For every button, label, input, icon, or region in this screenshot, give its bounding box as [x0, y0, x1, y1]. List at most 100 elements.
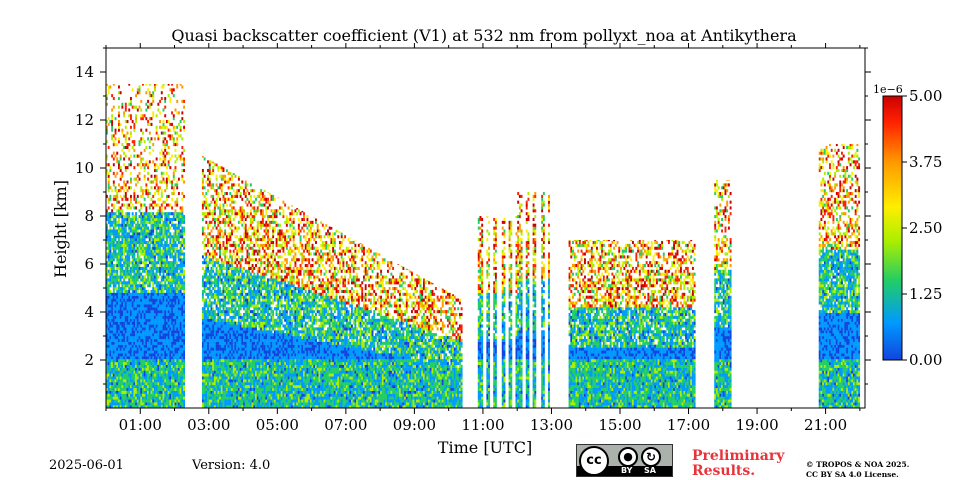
heatmap-cell — [119, 382, 122, 386]
heatmap-cell — [159, 384, 162, 389]
heatmap-cell — [177, 333, 180, 337]
heatmap-cell — [210, 382, 213, 386]
heatmap-cell — [136, 275, 139, 279]
heatmap-cell — [231, 333, 233, 337]
heatmap-cell — [155, 243, 158, 247]
heatmap-cell — [165, 310, 168, 314]
heatmap-cell — [167, 249, 170, 253]
heatmap-cell — [128, 269, 131, 273]
heatmap-cell — [112, 310, 115, 314]
heatmap-cell — [124, 226, 127, 230]
heatmap-cell — [176, 330, 179, 334]
heatmap-cell — [159, 298, 162, 302]
heatmap-cell — [179, 128, 182, 132]
heatmap-cell — [135, 246, 138, 250]
heatmap-cell — [167, 266, 170, 270]
heatmap-cell — [159, 289, 162, 293]
heatmap-cell — [153, 255, 156, 259]
heatmap-cell — [169, 122, 172, 126]
heatmap-cell — [157, 312, 160, 317]
heatmap-cell — [203, 333, 206, 337]
heatmap-cell — [165, 264, 168, 268]
heatmap-cell — [177, 402, 180, 406]
heatmap-cell — [111, 367, 114, 371]
heatmap-cell — [147, 243, 150, 247]
heatmap-cell — [171, 292, 174, 296]
heatmap-cell — [162, 289, 165, 293]
heatmap-cell — [135, 249, 138, 253]
heatmap-cell — [109, 120, 112, 124]
heatmap-cell — [155, 356, 158, 360]
heatmap-cell — [109, 197, 112, 201]
heatmap-cell — [160, 289, 163, 293]
heatmap-cell — [145, 220, 148, 224]
heatmap-cell — [124, 194, 127, 198]
heatmap-cell — [150, 298, 153, 302]
heatmap-cell — [114, 370, 117, 374]
heatmap-cell — [183, 393, 186, 397]
heatmap-cell — [141, 235, 144, 239]
heatmap-cell — [220, 359, 223, 363]
heatmap-cell — [162, 108, 165, 112]
heatmap-cell — [155, 361, 158, 365]
heatmap-cell — [205, 324, 208, 328]
heatmap-cell — [124, 217, 127, 221]
heatmap-cell — [143, 387, 146, 391]
heatmap-cell — [145, 333, 148, 337]
heatmap-cell — [229, 292, 232, 296]
heatmap-cell — [116, 252, 119, 256]
heatmap-cell — [124, 264, 127, 268]
heatmap-cell — [232, 402, 235, 406]
heatmap-cell — [236, 341, 239, 345]
heatmap-cell — [165, 338, 168, 342]
heatmap-cell — [171, 261, 174, 265]
heatmap-cell — [140, 220, 143, 224]
heatmap-cell — [220, 278, 223, 282]
heatmap-cell — [210, 212, 213, 216]
heatmap-cell — [136, 315, 139, 319]
heatmap-cell — [164, 275, 167, 279]
heatmap-cell — [229, 238, 232, 242]
heatmap-cell — [116, 315, 119, 319]
heatmap-cell — [153, 238, 156, 242]
heatmap-cell — [222, 235, 225, 239]
heatmap-cell — [140, 189, 143, 193]
heatmap-cell — [135, 353, 138, 357]
heatmap-cell — [138, 387, 141, 391]
heatmap-cell — [141, 292, 144, 296]
heatmap-cell — [109, 194, 112, 198]
heatmap-cell — [157, 382, 160, 386]
heatmap-cell — [237, 341, 240, 345]
heatmap-cell — [157, 137, 160, 141]
heatmap-cell — [237, 382, 240, 386]
heatmap-cell — [155, 114, 158, 118]
heatmap-cell — [203, 370, 206, 374]
heatmap-cell — [148, 318, 151, 322]
heatmap-cell — [237, 287, 240, 291]
heatmap-cell — [162, 223, 165, 227]
heatmap-cell — [121, 393, 124, 397]
heatmap-cell — [225, 393, 228, 397]
heatmap-cell — [109, 269, 112, 273]
heatmap-cell — [236, 350, 239, 354]
heatmap-cell — [164, 379, 167, 383]
heatmap-cell — [203, 350, 206, 354]
heatmap-cell — [239, 382, 242, 386]
heatmap-cell — [172, 266, 175, 270]
heatmap-cell — [126, 223, 129, 227]
heatmap-cell — [219, 166, 221, 170]
heatmap-cell — [119, 327, 122, 331]
heatmap-cell — [129, 160, 132, 164]
heatmap-cell — [129, 275, 132, 279]
heatmap-cell — [121, 272, 124, 276]
heatmap-cell — [135, 396, 138, 400]
heatmap-cell — [153, 333, 156, 337]
heatmap-cell — [116, 243, 119, 247]
heatmap-cell — [111, 321, 114, 325]
heatmap-cell — [231, 298, 233, 302]
heatmap-cell — [237, 220, 240, 224]
heatmap-cell — [169, 341, 172, 345]
heatmap-cell — [111, 312, 114, 317]
heatmap-cell — [106, 275, 108, 279]
heatmap-cell — [201, 361, 204, 365]
